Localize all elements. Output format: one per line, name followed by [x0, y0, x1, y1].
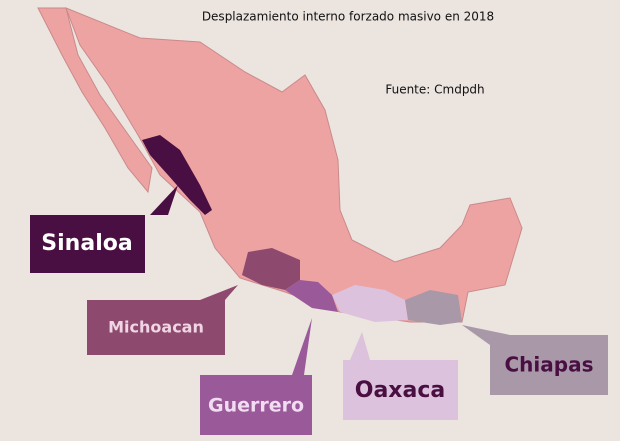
source-note: Fuente: Cmdpdh [385, 83, 484, 97]
region-label: Sinaloa [41, 231, 132, 256]
callout-pointer [350, 332, 370, 360]
callout-pointer [150, 185, 178, 215]
guerrero-region [285, 280, 338, 312]
region-label: Oaxaca [355, 378, 445, 403]
callout-pointer [292, 318, 312, 375]
mexico-mainland [65, 7, 523, 323]
chiapas-region [405, 290, 462, 325]
label-box [87, 300, 225, 355]
sinaloa-region [142, 135, 212, 215]
region-label: Chiapas [505, 353, 594, 377]
callout-pointer [200, 285, 238, 300]
label-box [200, 375, 312, 435]
oaxaca-region [332, 285, 408, 322]
map-title: Desplazamiento interno forzado masivo en… [202, 10, 494, 24]
label-box [490, 335, 608, 395]
label-box [30, 215, 145, 273]
label-box [343, 360, 458, 420]
michoacan-region [242, 248, 300, 290]
region-label: Michoacan [108, 318, 204, 337]
baja-california [37, 7, 153, 194]
region-label: Guerrero [208, 395, 304, 417]
